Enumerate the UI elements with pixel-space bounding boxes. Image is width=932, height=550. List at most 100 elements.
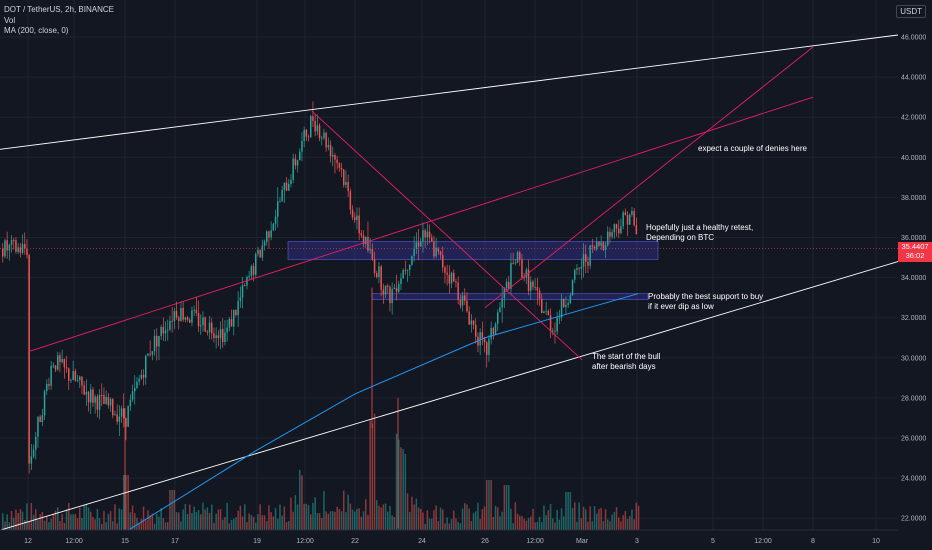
annotation-retest[interactable]: Hopefully just a healthy retest, Dependi…: [646, 223, 753, 243]
price-axis[interactable]: 46.0000 44.0000 42.0000 40.0000 38.0000 36.00…: [898, 0, 932, 550]
volume-indicator-label[interactable]: Vol: [4, 15, 16, 25]
candle-body: [393, 287, 396, 290]
price-tick-label: 36.0000: [901, 235, 926, 242]
candle-body: [624, 212, 627, 216]
volume-bar: [455, 518, 457, 530]
volume-bar: [503, 485, 506, 530]
volume-bar: [574, 502, 576, 530]
volume-bar: [556, 509, 558, 530]
volume-bar: [576, 521, 578, 530]
volume-bar: [417, 507, 420, 530]
candle-body: [607, 231, 609, 246]
candle-body: [411, 255, 413, 265]
annotation-bull[interactable]: The start of the bull after bearish days: [592, 352, 660, 372]
volume-bar: [167, 522, 169, 530]
bar-countdown: 36:02: [905, 251, 925, 260]
candle-body: [530, 281, 532, 291]
volume-bar: [338, 508, 341, 530]
volume-bar: [589, 506, 591, 530]
volume-bar: [307, 505, 310, 530]
annotation-support[interactable]: Probably the best support to buy if it e…: [648, 292, 763, 312]
candle-body: [479, 332, 481, 346]
candle-body: [109, 399, 112, 406]
volume-bar: [448, 523, 451, 530]
ma-indicator-label[interactable]: MA (200, close, 0): [4, 26, 69, 35]
time-axis[interactable]: 12 12:00 15 17 19 12:00 22 24 26 12:00 Mar 3 5 12:00 8…: [0, 529, 898, 550]
annotation-line: after bearish days: [592, 362, 656, 371]
trendlines: [0, 34, 899, 533]
volume-bar: [244, 504, 246, 530]
volume-bar: [615, 507, 618, 530]
last-price-tag: 35.4407 36:02: [898, 242, 932, 262]
candle-body: [61, 359, 63, 363]
volume-bar: [202, 502, 204, 530]
volume-bar: [508, 485, 510, 530]
volume-bar: [204, 509, 206, 530]
volume-bar: [391, 515, 393, 530]
volume-bar: [83, 505, 85, 530]
volume-bar: [158, 516, 160, 530]
volume-bar: [79, 507, 81, 530]
candle-body: [283, 182, 286, 190]
volume-bar: [70, 514, 72, 530]
volume-bar: [250, 515, 253, 530]
candle-body: [233, 309, 235, 327]
volume-bar: [494, 505, 497, 530]
volume-bar: [439, 507, 442, 530]
candle-body: [204, 317, 206, 332]
volume-bar: [46, 516, 48, 530]
price-tick-label: 38.0000: [901, 195, 926, 202]
candle-body: [611, 232, 613, 237]
volume-bar: [624, 510, 627, 530]
candle-body: [503, 288, 506, 299]
volume-bar: [479, 518, 481, 530]
volume-bar: [472, 512, 475, 530]
volume-bar: [519, 515, 521, 530]
volume-bar: [59, 521, 61, 530]
candle-body: [30, 456, 33, 464]
time-tick-label: 22: [351, 538, 359, 545]
candle-body: [81, 376, 83, 386]
candle-body: [134, 387, 136, 392]
volume-bar: [310, 514, 312, 530]
volume-bar: [98, 518, 101, 530]
volume-bar: [442, 509, 444, 530]
volume-bar: [28, 521, 30, 530]
candle-body: [35, 436, 37, 450]
volume-bar: [488, 480, 490, 530]
annotation-line: Depending on BTC: [646, 233, 715, 242]
volume-bar: [481, 509, 484, 530]
volume-bar: [415, 498, 418, 530]
volume-bar: [633, 519, 635, 530]
candle-body: [129, 399, 132, 407]
candle-body: [400, 278, 402, 284]
volume-bar: [235, 517, 237, 530]
volume-bar: [263, 515, 266, 530]
candle-body: [292, 158, 294, 180]
candle-body: [532, 281, 534, 288]
annotation-line: The start of the bull: [592, 352, 661, 361]
candle-body: [448, 274, 451, 284]
candle-body: [136, 381, 138, 388]
candle-body: [277, 201, 279, 217]
candle-body: [442, 255, 444, 268]
volume-bar: [94, 519, 96, 530]
volume-bar: [19, 509, 22, 530]
candle-body: [90, 389, 92, 403]
volume-bar: [505, 485, 508, 530]
symbol-title[interactable]: DOT / TetherUS, 2h, BINANCE: [4, 5, 114, 14]
volume-bar: [514, 502, 517, 530]
volume-bar: [525, 520, 528, 530]
candle-body: [127, 406, 129, 427]
price-tick-label: 42.0000: [901, 115, 926, 122]
currency-button[interactable]: USDT: [896, 5, 926, 18]
candle-body: [21, 243, 24, 253]
volume-bar: [620, 521, 622, 530]
time-tick-label: 12:00: [754, 538, 772, 545]
candle-body: [600, 242, 602, 246]
volume-bar: [593, 506, 596, 530]
volume-bar: [587, 521, 589, 530]
volume-bar: [329, 511, 332, 530]
annotation-denies[interactable]: expect a couple of denies here: [698, 144, 807, 154]
